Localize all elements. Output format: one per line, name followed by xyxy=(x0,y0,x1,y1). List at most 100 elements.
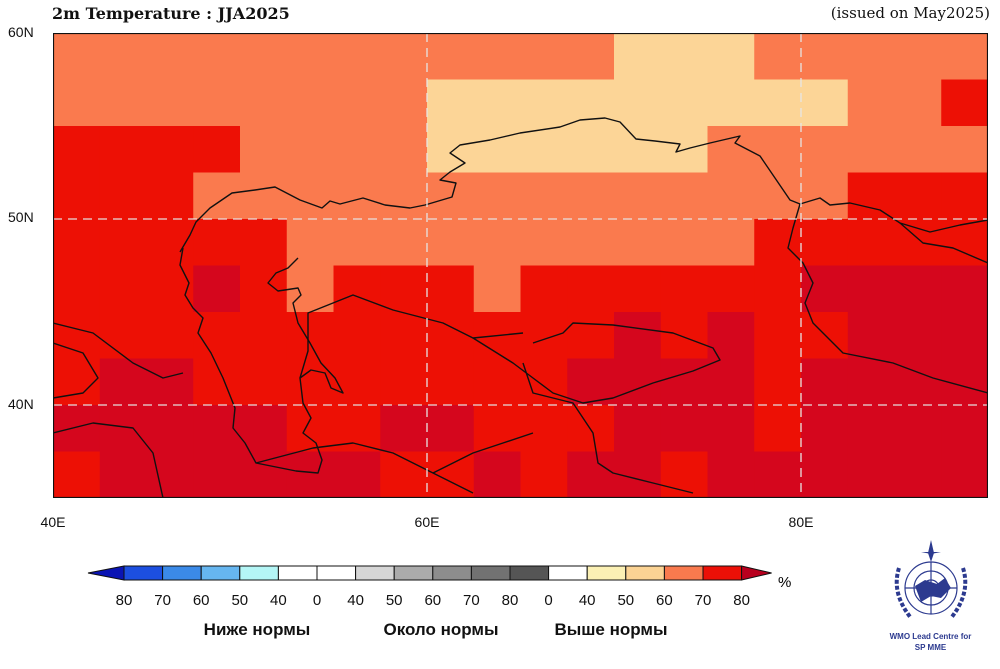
colorbar-tick-label: 0 xyxy=(312,592,322,609)
grid-cell xyxy=(286,358,335,406)
colorbar-tick-label: 70 xyxy=(463,592,480,609)
grid-cell xyxy=(801,79,849,127)
grid-cell xyxy=(707,451,755,498)
grid-cell xyxy=(707,219,755,267)
wmo-logo: WMO Lead Centre for SP MME xyxy=(868,538,993,653)
tajik-border xyxy=(522,362,694,494)
grid-cell xyxy=(240,451,288,498)
grid-cell xyxy=(240,79,288,127)
colorbar-tick-label: 0 xyxy=(544,592,553,609)
grid-cell xyxy=(801,405,849,453)
russia-kazakhstan-border xyxy=(179,117,988,253)
grid-cell xyxy=(333,358,381,406)
grid-cell xyxy=(146,172,194,220)
colorbar-box xyxy=(277,565,318,581)
afghan-border xyxy=(432,432,534,474)
grid-cell xyxy=(567,312,615,360)
grid-cell xyxy=(614,219,662,267)
colorbar xyxy=(87,565,772,581)
grid-cell xyxy=(333,33,381,81)
colorbar-box xyxy=(470,565,511,581)
issued-date: (issued on May2025) xyxy=(830,4,990,22)
grid-cell xyxy=(801,358,849,406)
grid-cell xyxy=(660,172,709,220)
colorbar-tick-label: 60 xyxy=(656,592,673,609)
grid-cell xyxy=(333,79,381,127)
grid-cell xyxy=(473,126,522,174)
grid-cell xyxy=(99,265,148,313)
colorbar-box xyxy=(663,565,704,581)
grid-cell xyxy=(286,79,335,127)
grid-cell xyxy=(427,405,475,453)
grid-cell xyxy=(847,451,896,498)
grid-cell xyxy=(380,405,428,453)
grid-cell xyxy=(99,126,148,174)
grid-cell xyxy=(520,312,568,360)
grid-cell xyxy=(193,33,241,81)
colorbar-tick-label: 60 xyxy=(192,592,210,609)
caucasus-border xyxy=(53,322,184,379)
grid-cell xyxy=(146,405,194,453)
grid-cell xyxy=(801,451,849,498)
grid-cell xyxy=(427,265,475,313)
above-normal-label: Выше нормы xyxy=(554,620,668,639)
grid-cell xyxy=(380,451,428,498)
grid-cell xyxy=(941,79,988,127)
grid-cell xyxy=(894,451,942,498)
grid-cell xyxy=(427,126,475,174)
grid-cell xyxy=(660,33,709,81)
grid-cell xyxy=(53,219,101,267)
colorbar-box xyxy=(239,565,279,581)
colorbar-box xyxy=(393,565,434,581)
grid-cell xyxy=(567,358,615,406)
grid-cell xyxy=(894,312,942,360)
grid-cell xyxy=(614,172,662,220)
grid-cell xyxy=(99,451,148,498)
grid-cell xyxy=(240,312,288,360)
grid-cell xyxy=(240,219,288,267)
grid-cell xyxy=(707,265,755,313)
grid-cell xyxy=(847,265,896,313)
grid-cell xyxy=(53,33,101,81)
colorbar-box xyxy=(548,565,588,581)
grid-cell xyxy=(427,219,475,267)
grid-cell xyxy=(614,405,662,453)
grid-cell xyxy=(193,265,241,313)
grid-cell xyxy=(286,451,335,498)
grid-cell xyxy=(99,172,148,220)
grid-cell xyxy=(707,33,755,81)
grid-cell xyxy=(53,79,101,127)
grid-cell xyxy=(614,79,662,127)
grid-cell xyxy=(193,312,241,360)
colorbar-unit: % xyxy=(778,574,792,591)
grid-cell xyxy=(240,33,288,81)
grid-cell xyxy=(614,126,662,174)
grid-cell xyxy=(941,126,988,174)
grid-cell xyxy=(380,126,428,174)
grid-cell xyxy=(146,33,194,81)
grid-cell xyxy=(380,79,428,127)
grid-cell xyxy=(941,172,988,220)
grid-cell xyxy=(146,219,194,267)
grid-cell xyxy=(941,265,988,313)
colorbar-box xyxy=(200,565,241,581)
probability-grid xyxy=(53,33,988,498)
grid-cell xyxy=(240,405,288,453)
colorbar-tick-label: 50 xyxy=(385,592,403,609)
grid-cell xyxy=(427,172,475,220)
iran-border xyxy=(53,422,164,498)
grid-cell xyxy=(941,312,988,360)
grid-cell xyxy=(427,33,475,81)
grid-cell xyxy=(193,172,241,220)
grid-cell xyxy=(660,79,709,127)
grid-cell xyxy=(240,358,288,406)
grid-cell xyxy=(847,312,896,360)
caspian-sea-coast xyxy=(179,247,344,474)
logo-line2: SP MME xyxy=(914,643,947,652)
lon-label-40e: 40E xyxy=(40,514,66,530)
map-title: 2m Temperature : JJA2025 xyxy=(52,4,290,23)
grid-cell xyxy=(193,219,241,267)
lon-label-60e: 60E xyxy=(414,514,440,530)
grid-cell xyxy=(380,33,428,81)
colorbar-tick-label: 70 xyxy=(694,592,712,609)
